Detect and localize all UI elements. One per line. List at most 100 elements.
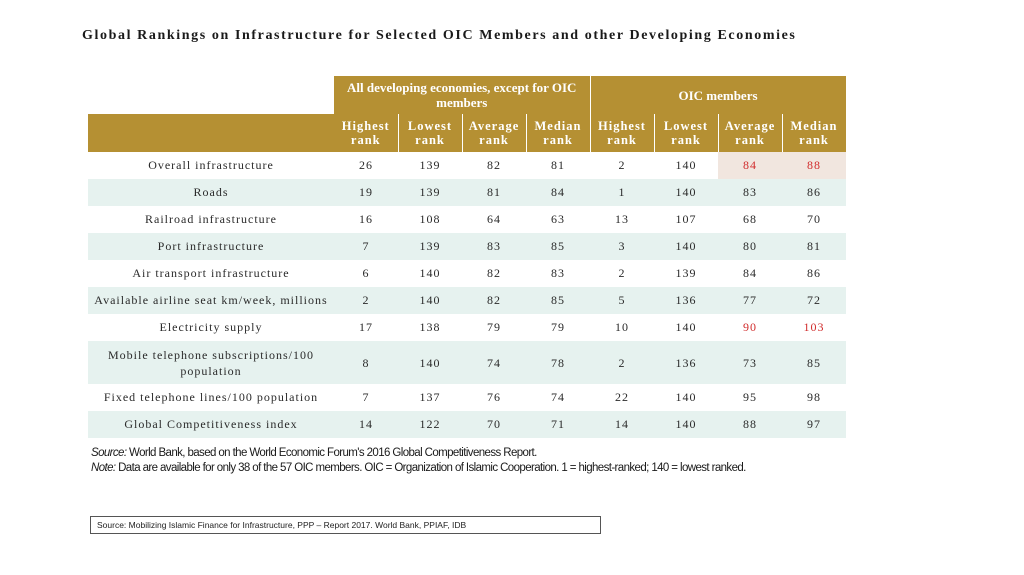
row-label: Overall infrastructure: [148, 158, 274, 172]
rank-cell: 74: [551, 390, 565, 404]
column-header: Median rank: [526, 114, 591, 152]
rank-cell: 70: [462, 411, 526, 438]
rank-cell: 84: [743, 266, 757, 280]
rank-cell: 85: [526, 287, 590, 314]
row-label: Electricity supply: [159, 320, 263, 334]
table-row: Air transport infrastructure 6 140 82 83 2 139…: [88, 260, 846, 287]
rank-cell: 82: [462, 287, 526, 314]
rank-cell: 76: [487, 390, 501, 404]
column-header: Highest rank: [590, 114, 655, 152]
table-row: Global Competitiveness index 14 122 70 71 14 1…: [88, 411, 846, 438]
table-row: Roads 19 139 81 84 1 140 83 86: [88, 179, 846, 206]
source-note: Source: World Bank, based on the World E…: [91, 446, 746, 461]
source-note-label: Source:: [91, 447, 127, 459]
rank-cell: 83: [462, 233, 526, 260]
rank-cell: 85: [526, 233, 590, 260]
rank-cell: 139: [675, 266, 697, 280]
row-label: Fixed telephone lines/100 population: [103, 390, 319, 404]
rank-cell: 7: [334, 233, 398, 260]
rank-cell: 13: [615, 212, 629, 226]
rank-cell: 139: [419, 158, 441, 172]
rank-cell: 82: [487, 158, 501, 172]
row-label: Port infrastructure: [88, 233, 334, 260]
rank-cell: 81: [782, 233, 846, 260]
rank-cell: 88: [718, 411, 782, 438]
column-header: Median rank: [782, 114, 847, 152]
rank-cell: 72: [782, 287, 846, 314]
rank-cell: 1: [590, 179, 654, 206]
rank-cell: 82: [487, 266, 501, 280]
row-label: Roads: [88, 179, 334, 206]
rank-cell: 8: [334, 341, 398, 384]
rank-cell: 6: [362, 266, 370, 280]
rank-cell: 70: [807, 212, 821, 226]
rank-cell: 138: [419, 320, 441, 334]
rank-cell: 77: [718, 287, 782, 314]
table-row: Fixed telephone lines/100 population 7 137…: [88, 384, 846, 411]
rank-cell: 19: [334, 179, 398, 206]
table-row: Port infrastructure 7 139 83 85 3 140 80 81: [88, 233, 846, 260]
column-header: Highest rank: [334, 114, 399, 152]
rank-cell: 136: [654, 287, 718, 314]
rank-cell: 84: [526, 179, 590, 206]
column-header: Average rank: [462, 114, 527, 152]
table-row: Electricity supply 17 138 79 79 10 140 90 103: [88, 314, 846, 341]
rank-cell: 14: [334, 411, 398, 438]
rank-cell: 22: [615, 390, 629, 404]
rank-cell: 80: [718, 233, 782, 260]
source-note-text: World Bank, based on the World Economic …: [126, 447, 537, 459]
header-blank-cell: [88, 76, 334, 114]
label-column-header: [88, 114, 334, 152]
row-label: Railroad infrastructure: [145, 212, 277, 226]
rank-cell: 140: [398, 341, 462, 384]
rankings-table: All developing economies, except for OIC…: [88, 76, 847, 438]
rank-cell: 2: [590, 341, 654, 384]
rank-cell: 108: [419, 212, 441, 226]
rank-cell: 83: [551, 266, 565, 280]
rank-cell: 78: [526, 341, 590, 384]
rank-cell: 5: [590, 287, 654, 314]
table-row: Mobile telephone subscriptions/100 popul…: [88, 341, 846, 384]
rank-cell: 2: [618, 158, 626, 172]
rank-cell: 95: [743, 390, 757, 404]
rank-cell: 81: [462, 179, 526, 206]
rank-cell: 137: [419, 390, 441, 404]
rank-cell: 79: [551, 320, 565, 334]
rank-cell: 7: [362, 390, 370, 404]
rank-cell: 84: [718, 152, 782, 179]
row-label: Global Competitiveness index: [88, 411, 334, 438]
rank-cell: 86: [782, 179, 846, 206]
rank-cell: 10: [615, 320, 629, 334]
rank-cell: 97: [782, 411, 846, 438]
rank-cell: 64: [487, 212, 501, 226]
rank-cell: 16: [359, 212, 373, 226]
rank-cell: 140: [654, 411, 718, 438]
rank-cell: 63: [551, 212, 565, 226]
rank-cell: 3: [590, 233, 654, 260]
rank-cell: 140: [419, 266, 441, 280]
rank-cell: 73: [718, 341, 782, 384]
rank-cell: 140: [675, 320, 697, 334]
rank-cell: 90: [743, 320, 757, 334]
rank-cell: 139: [398, 233, 462, 260]
source-citation-box: Source: Mobilizing Islamic Finance for I…: [90, 516, 601, 534]
table-row: Railroad infrastructure 16 108 64 63 13 107 68 7…: [88, 206, 846, 233]
rank-cell: 140: [398, 287, 462, 314]
rank-cell: 2: [334, 287, 398, 314]
rank-cell: 122: [398, 411, 462, 438]
group-header-developing: All developing economies, except for OIC…: [334, 76, 591, 114]
column-header: Lowest rank: [398, 114, 463, 152]
rank-cell: 85: [782, 341, 846, 384]
table-row: Available airline seat km/week, millions…: [88, 287, 846, 314]
rank-cell: 136: [654, 341, 718, 384]
rank-cell: 140: [675, 390, 697, 404]
note-line: Note: Data are available for only 38 of …: [91, 461, 746, 476]
table-notes: Source: World Bank, based on the World E…: [91, 446, 746, 476]
rank-cell: 139: [398, 179, 462, 206]
row-label: Air transport infrastructure: [132, 266, 290, 280]
rank-cell: 2: [618, 266, 626, 280]
rank-cell: 17: [359, 320, 373, 334]
note-text: Data are available for only 38 of the 57…: [115, 462, 746, 474]
table-row: Overall infrastructure 26 139 82 81 2 140 84 88: [88, 152, 846, 179]
rank-cell: 140: [675, 158, 697, 172]
